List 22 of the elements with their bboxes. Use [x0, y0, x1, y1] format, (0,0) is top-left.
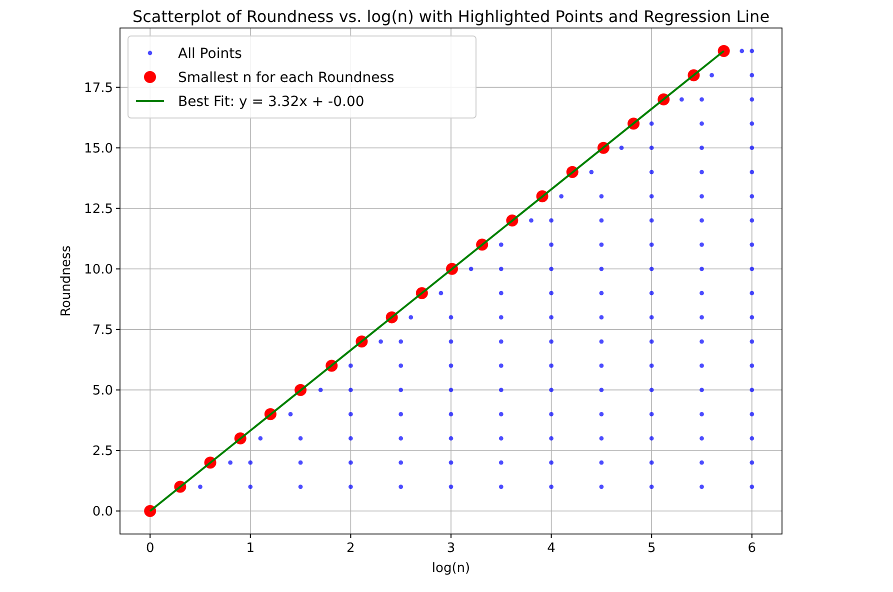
y-axis-title: Roundness — [59, 245, 74, 316]
chart-title: Scatterplot of Roundness vs. log(n) with Highlighted Points and Regression Line — [132, 7, 770, 26]
x-tick-label: 5 — [647, 541, 656, 556]
y-tick-label: 0.0 — [92, 504, 113, 520]
y-tick-label: 17.5 — [84, 80, 113, 96]
y-tick-label: 5.0 — [92, 383, 113, 398]
x-tick-label: 0 — [146, 541, 154, 556]
x-axis-title: log(n) — [432, 561, 470, 576]
y-tick-label: 10.0 — [84, 262, 113, 278]
legend-label: Best Fit: y = 3.32x + -0.00 — [178, 94, 364, 110]
x-tick-label: 3 — [446, 541, 456, 556]
point — [718, 45, 730, 57]
x-tick-label: 6 — [748, 541, 756, 556]
y-tick-label: 12.5 — [84, 202, 113, 217]
x-tick-label: 4 — [547, 541, 556, 556]
x-tick-label: 1 — [246, 541, 255, 556]
legend-label: All Points — [178, 46, 242, 62]
y-tick-label: 7.5 — [92, 322, 113, 338]
y-tick-label: 15.0 — [84, 141, 113, 156]
legend-label: Smallest n for each Roundness — [178, 70, 394, 86]
x-tick-label: 2 — [346, 541, 355, 556]
y-tick-label: 2.5 — [92, 444, 113, 460]
